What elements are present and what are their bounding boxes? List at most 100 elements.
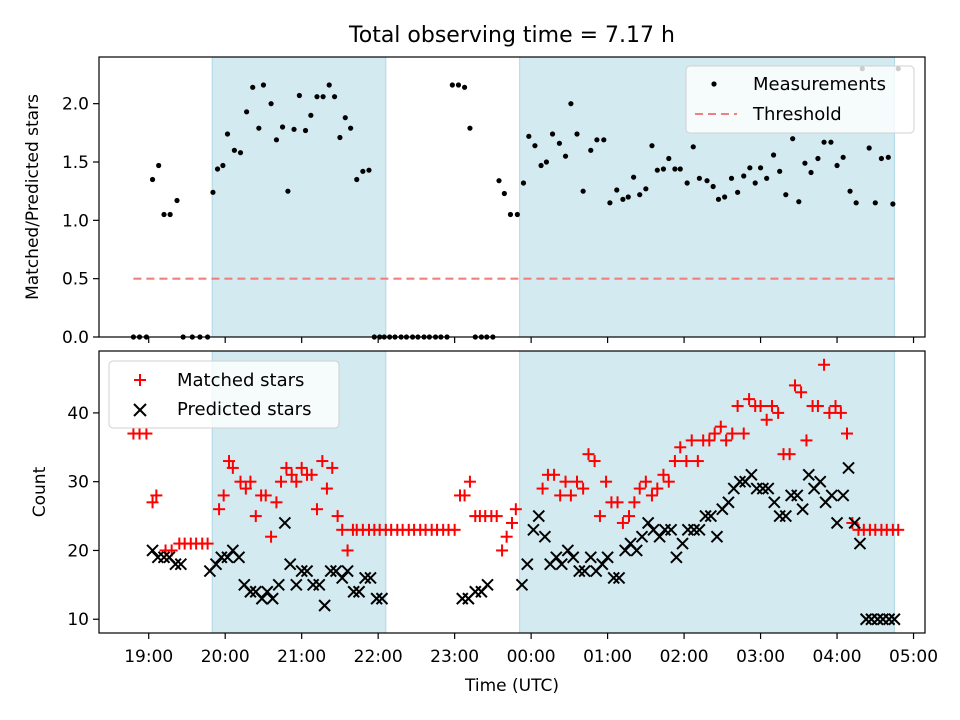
predicted-star-point [469, 585, 482, 598]
measurement-point [331, 94, 338, 100]
matched-star-point [633, 482, 646, 495]
measurement-point [834, 162, 840, 169]
matched-star-point [265, 530, 278, 543]
matched-star-point [140, 427, 153, 440]
measurement-point [796, 199, 802, 205]
x-tick-label: 03:00 [736, 647, 785, 667]
measurement-point [461, 84, 468, 90]
top-y-tick-label: 0.5 [62, 270, 89, 290]
predicted-star-point [283, 558, 297, 571]
predicted-star-point [295, 564, 308, 578]
x-tick-label: 00:00 [507, 647, 556, 667]
predicted-star-point [710, 530, 724, 543]
top-legend-box [685, 65, 915, 134]
predicted-star-point [825, 489, 838, 502]
matched-star-point [754, 400, 767, 413]
matched-star-point [554, 489, 567, 502]
measurement-point [890, 201, 896, 207]
shaded-region [519, 351, 895, 633]
measurement-point [783, 192, 789, 198]
matched-star-point [341, 544, 354, 557]
legend-measurements-marker [711, 81, 717, 87]
measurement-point [549, 131, 556, 137]
measurement-point [704, 178, 710, 184]
measurement-point [260, 82, 267, 88]
matched-star-point [651, 482, 664, 495]
measurement-point [174, 197, 180, 204]
matched-star-point [834, 406, 847, 419]
matched-star-point [458, 489, 471, 502]
matched-star-point [674, 441, 687, 454]
predicted-star-point [515, 578, 529, 592]
shaded-region [212, 57, 386, 337]
predicted-star-point [756, 482, 770, 495]
matched-star-point [559, 475, 572, 488]
matched-star-point [720, 434, 733, 447]
matched-star-point [490, 510, 503, 523]
bottom-y-tick-label: 30 [67, 473, 89, 493]
measurement-point [514, 211, 520, 218]
matched-star-point [463, 475, 476, 488]
x-tick-label: 22:00 [354, 647, 403, 667]
matched-star-point [506, 516, 518, 529]
measurement-point [302, 127, 309, 134]
measurement-point [291, 126, 297, 132]
predicted-star-point [481, 578, 494, 592]
matched-star-point [326, 461, 339, 474]
predicted-star-point [687, 523, 701, 537]
predicted-star-point [796, 502, 809, 516]
predicted-star-point [842, 461, 855, 475]
matched-star-point [840, 427, 853, 440]
bottom-y-tick-label: 10 [67, 610, 89, 630]
measurement-point [360, 168, 366, 174]
predicted-star-point [584, 551, 597, 564]
predicted-star-point [653, 530, 666, 543]
matched-star-point [226, 461, 239, 474]
top-y-axis-label: Matched/Predicted stars [23, 94, 43, 300]
matched-star-point [146, 496, 159, 509]
x-tick-label: 01:00 [583, 647, 632, 667]
bottom-x-ticks: 19:00 20:00 21:00 22:00 23:00 00:00 01:00 02:00… [124, 633, 938, 667]
predicted-star-point [768, 496, 781, 509]
matched-star-point [564, 489, 577, 502]
measurement-point [526, 133, 532, 139]
predicted-star-point [255, 592, 269, 605]
matched-star-point [800, 434, 813, 447]
matched-star-point [662, 475, 675, 488]
predicted-star-point [693, 523, 706, 537]
matched-stars-points [127, 358, 905, 557]
measurement-point [728, 175, 735, 181]
x-tick-label: 23:00 [430, 647, 479, 667]
matched-star-point [270, 496, 283, 509]
matched-star-point [680, 455, 693, 468]
predicted-star-point [221, 551, 234, 564]
measurement-point [690, 144, 696, 150]
matched-star-point [249, 510, 262, 523]
measurement-point [684, 180, 690, 186]
predicted-star-point [157, 551, 171, 564]
predicted-star-point [341, 564, 354, 578]
matched-star-point [217, 489, 230, 502]
bottom-legend: Matched stars Predicted stars [108, 360, 340, 429]
top-y-tick-label: 2.0 [62, 95, 89, 115]
matched-star-point [496, 544, 509, 557]
matched-star-point [201, 537, 214, 550]
predicted-star-point [676, 537, 689, 550]
measurement-point [747, 165, 753, 171]
predicted-star-point [358, 571, 372, 585]
matched-star-point [577, 482, 590, 495]
predicted-star-point [555, 558, 568, 571]
predicted-star-point [538, 530, 552, 543]
matched-star-point [726, 427, 739, 440]
matched-star-point [331, 510, 344, 523]
predicted-star-point [324, 564, 337, 578]
measurement-point [449, 82, 455, 88]
matched-star-point [743, 393, 756, 406]
top-y-ticks: 0.0 0.5 1.0 1.5 2.0 [62, 95, 99, 348]
measurement-point [821, 139, 827, 145]
predicted-star-point [375, 592, 389, 605]
measurement-point [507, 211, 514, 218]
measurement-point [741, 173, 747, 179]
x-tick-label: 20:00 [201, 647, 250, 667]
